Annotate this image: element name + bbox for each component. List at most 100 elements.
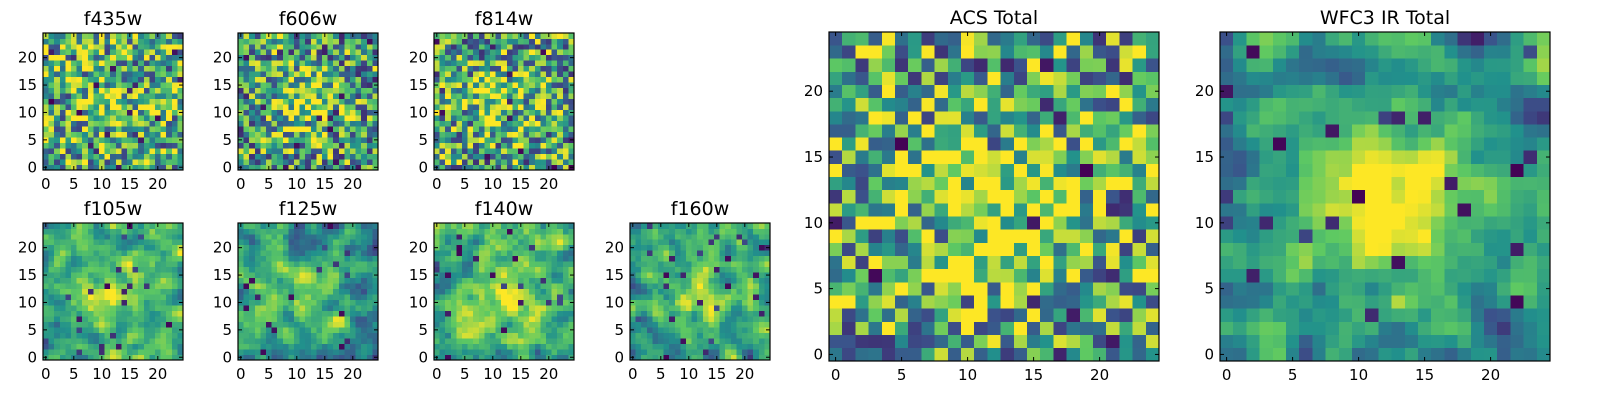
heatmap-cell	[166, 65, 173, 72]
heatmap-cell	[1000, 268, 1015, 283]
heatmap-cell	[115, 233, 122, 240]
heatmap-cell	[540, 233, 547, 240]
heatmap-cell	[1013, 282, 1028, 296]
heatmap-cell	[669, 294, 676, 301]
heatmap-cell	[490, 54, 496, 61]
heatmap-cell	[260, 93, 267, 100]
heatmap-cell	[143, 164, 150, 171]
heatmap-cell	[282, 115, 289, 121]
heatmap-cell	[372, 60, 379, 67]
heatmap-cell	[305, 153, 312, 160]
heatmap-cell	[445, 228, 452, 235]
heatmap-cell	[71, 115, 77, 121]
x-tick-label: 20	[735, 365, 754, 383]
heatmap-cell	[93, 65, 100, 72]
heatmap-cell	[490, 272, 496, 279]
heatmap-cell	[127, 98, 133, 105]
heatmap-cell	[160, 354, 167, 361]
heatmap-cell	[65, 93, 72, 100]
heatmap-cell	[333, 228, 340, 235]
heatmap-cell	[546, 153, 552, 160]
heatmap-cell	[166, 244, 173, 251]
heatmap-cell	[71, 148, 77, 154]
heatmap-cell	[439, 343, 446, 350]
heatmap-cell	[652, 305, 659, 311]
heatmap-cell	[742, 338, 748, 344]
heatmap-cell	[76, 109, 83, 116]
heatmap-cell	[641, 255, 648, 262]
heatmap-cell	[506, 109, 513, 116]
heatmap-cell	[708, 255, 715, 262]
heatmap-cell	[506, 321, 513, 328]
heatmap-cell	[1079, 216, 1094, 230]
y-tick-label: 20	[18, 49, 37, 67]
heatmap-cell	[249, 76, 256, 83]
heatmap-cell	[305, 327, 312, 333]
heatmap-cell	[456, 60, 463, 67]
heatmap-cell	[708, 244, 715, 251]
heatmap-cell	[327, 327, 334, 333]
heatmap-cell	[266, 109, 272, 116]
heatmap-cell	[1000, 163, 1015, 178]
heatmap-cell	[48, 223, 55, 229]
heatmap-cell	[646, 244, 653, 251]
heatmap-cell	[82, 131, 89, 138]
heatmap-cell	[895, 176, 909, 191]
heatmap-cell	[143, 87, 150, 94]
heatmap-cell	[630, 288, 636, 295]
heatmap-cell	[635, 310, 642, 317]
heatmap-cell	[702, 228, 709, 235]
heatmap-cell	[310, 137, 317, 143]
heatmap-cell	[294, 343, 300, 350]
heatmap-cell	[171, 349, 178, 355]
heatmap-cells	[43, 223, 184, 361]
heatmap-cell	[110, 126, 117, 132]
heatmap-cell	[947, 282, 962, 296]
heatmap-cell	[43, 159, 49, 165]
heatmap-cell	[350, 338, 356, 344]
heatmap-cell	[160, 338, 167, 344]
heatmap-cell	[271, 277, 278, 284]
heatmap-cell	[568, 255, 575, 262]
heatmap-cell	[366, 250, 373, 257]
heatmap-cell	[725, 277, 732, 284]
heatmap-cell	[484, 98, 491, 105]
heatmap-cell	[568, 349, 575, 355]
heatmap-cell	[305, 283, 312, 290]
heatmap-cell	[484, 49, 491, 56]
heatmap-cell	[355, 153, 362, 160]
heatmap-cell	[350, 272, 356, 279]
heatmap-cell	[484, 332, 491, 339]
heatmap-cell	[484, 60, 491, 67]
heatmap-cell	[294, 250, 300, 257]
heatmap-cell	[338, 126, 345, 132]
heatmap-cell	[719, 261, 726, 268]
heatmap-cell	[266, 321, 272, 328]
heatmap-cell	[758, 261, 765, 268]
heatmap-cell	[646, 239, 653, 246]
heatmap-cell	[434, 93, 440, 100]
heatmap-cell	[518, 148, 524, 154]
heatmap-cell	[512, 321, 519, 328]
heatmap-cell	[65, 76, 72, 83]
heatmap-cell	[1093, 255, 1107, 270]
heatmap-cell	[277, 98, 284, 105]
heatmap-cell	[490, 343, 496, 350]
heatmap-cell	[160, 294, 167, 301]
heatmap-cell	[635, 299, 642, 306]
heatmap-cell	[764, 233, 771, 240]
heatmap-cell	[316, 38, 323, 45]
heatmap-cell	[372, 153, 379, 160]
heatmap-cell	[652, 277, 659, 284]
heatmap-cell	[518, 38, 524, 45]
heatmap-cell	[450, 38, 457, 45]
heatmap-cell	[467, 343, 474, 350]
heatmap-cell	[266, 228, 272, 235]
y-tick-label: 20	[605, 239, 624, 257]
heatmap-cell	[350, 65, 356, 72]
heatmap-cell	[764, 305, 771, 311]
heatmap-cell	[54, 288, 61, 295]
heatmap-cells	[434, 223, 575, 361]
heatmap-cell	[271, 255, 278, 262]
heatmap-cell	[1027, 203, 1041, 217]
